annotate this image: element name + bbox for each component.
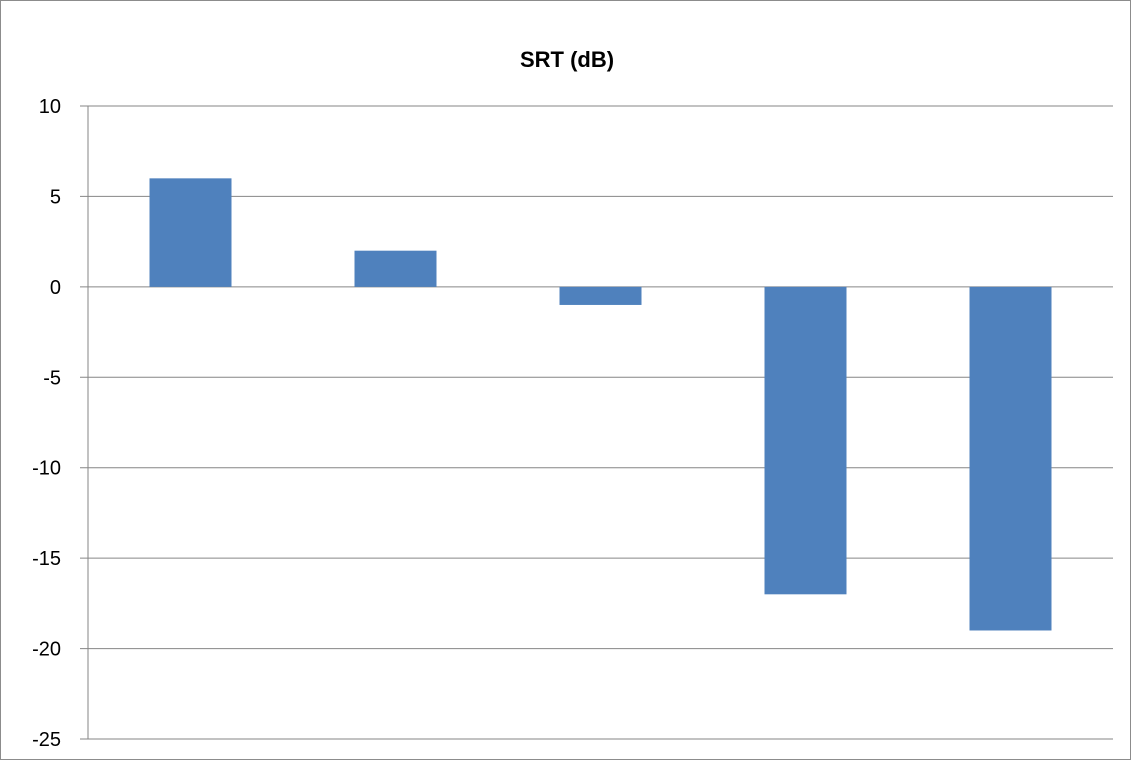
chart-title: SRT (dB) (520, 47, 614, 72)
bar (764, 286, 847, 595)
bar (559, 286, 642, 305)
gridlines (80, 105, 1113, 740)
y-tick-label: -10 (32, 458, 61, 480)
y-tick-label: 0 (50, 277, 61, 299)
y-axis-tick-labels: 10 5 0 -5 -10 -15 -20 -25 (32, 96, 61, 751)
y-tick-label: -5 (43, 367, 61, 389)
bar (969, 286, 1052, 631)
bars (149, 178, 1052, 631)
bar (354, 250, 437, 287)
bar (149, 178, 232, 287)
y-tick-label: 10 (39, 96, 61, 118)
y-tick-label: -25 (32, 729, 61, 751)
y-tick-label: -20 (32, 639, 61, 661)
y-tick-label: -15 (32, 548, 61, 570)
y-tick-label: 5 (50, 186, 61, 208)
